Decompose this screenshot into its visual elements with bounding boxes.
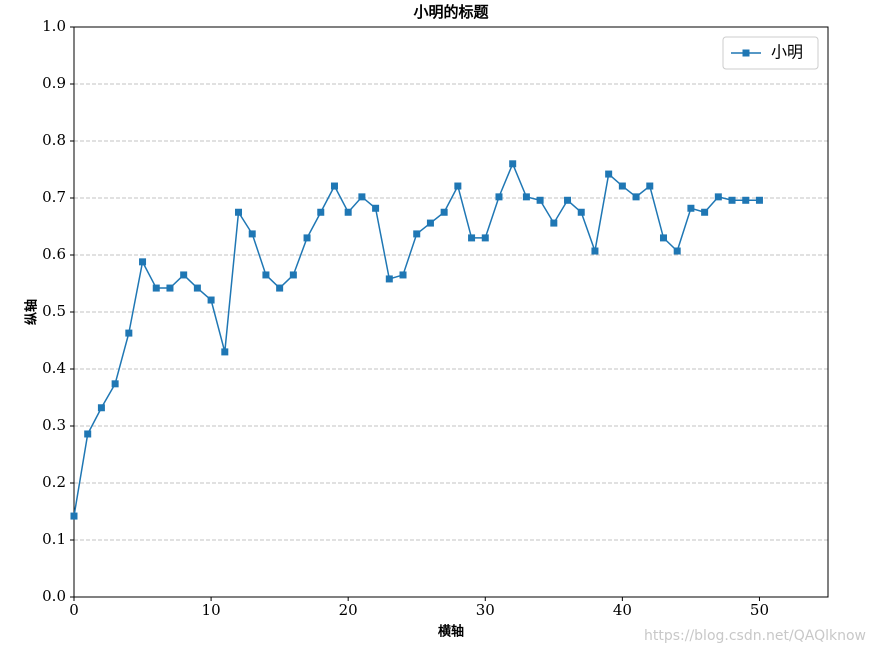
y-tick-label: 1.0 [42,17,66,35]
marker [714,193,722,201]
x-axis-label: 横轴 [438,624,464,640]
y-axis-label: 纵轴 [24,299,40,325]
marker [536,196,544,204]
marker [344,208,352,216]
marker [728,196,736,204]
marker [618,182,626,190]
marker [303,234,311,242]
marker [440,208,448,216]
x-tick-label: 40 [613,601,632,619]
marker [564,196,572,204]
marker [577,208,585,216]
legend-marker [742,49,750,57]
marker [495,193,503,201]
legend-box [722,36,819,70]
marker [139,258,147,266]
marker [317,208,325,216]
marker [97,404,105,412]
marker [84,430,92,438]
marker [193,284,201,292]
marker [385,275,393,283]
marker [468,234,476,242]
marker [372,204,380,212]
marker [481,234,489,242]
marker [755,196,763,204]
marker [248,230,256,238]
y-tick-label: 0.4 [42,359,66,377]
marker [207,296,215,304]
legend-label: 小明 [771,43,803,62]
marker [330,182,338,190]
x-tick-label: 50 [750,601,769,619]
marker [646,182,654,190]
series-line [73,161,760,517]
marker [111,380,119,388]
marker [426,219,434,227]
y-tick-label: 0.9 [42,74,66,92]
marker [289,271,297,279]
marker [550,219,558,227]
marker [166,284,174,292]
marker [180,271,188,279]
y-tick-label: 0.8 [42,131,66,149]
x-tick-label: 20 [339,601,358,619]
marker [701,208,709,216]
marker [399,271,407,279]
y-tick-label: 0.2 [42,473,66,491]
marker [742,196,750,204]
y-tick-label: 0.7 [42,188,66,206]
marker [152,284,160,292]
y-tick-label: 0.3 [42,416,66,434]
chart-title: 小明的标题 [413,3,489,21]
marker [454,182,462,190]
marker [262,271,270,279]
marker [235,208,243,216]
marker [522,193,530,201]
x-tick-label: 0 [69,601,79,619]
marker [659,234,667,242]
x-tick-label: 10 [202,601,221,619]
marker [605,170,613,178]
x-tick-label: 30 [476,601,495,619]
marker [687,204,695,212]
watermark: https://blog.csdn.net/QAQlknow [644,628,866,644]
marker [413,230,421,238]
marker [591,247,599,255]
marker [673,247,681,255]
marker [221,348,229,356]
y-tick-label: 0.5 [42,302,66,320]
marker [125,329,133,337]
marker [70,512,78,520]
y-tick-label: 0.1 [42,530,66,548]
marker [509,160,517,168]
marker [632,193,640,201]
marker [358,193,366,201]
plot-frame [73,26,829,598]
y-tick-label: 0.0 [42,587,66,605]
marker [276,284,284,292]
y-tick-label: 0.6 [42,245,66,263]
